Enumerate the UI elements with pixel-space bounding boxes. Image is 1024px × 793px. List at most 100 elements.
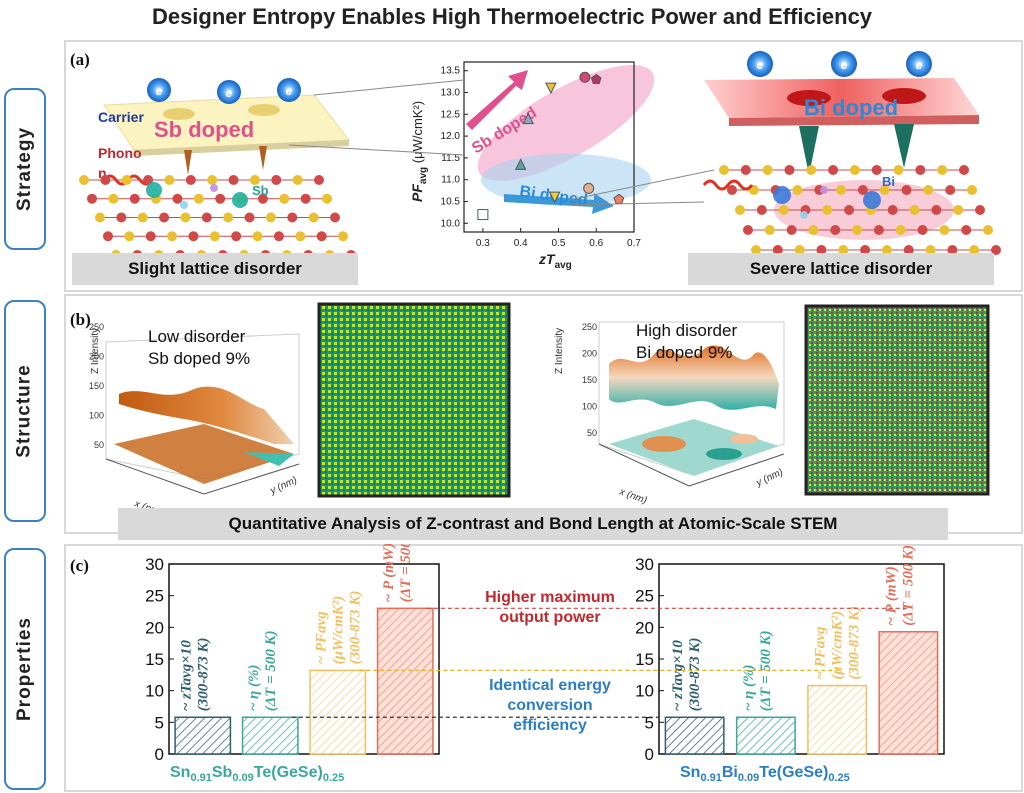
z-tick-label: 50 — [94, 440, 104, 450]
bar-label: ~ P (mW) — [884, 566, 900, 626]
bar-label: ~ zTavg×10 — [179, 640, 195, 712]
y-tick-label: 13.0 — [441, 88, 461, 99]
data-point — [583, 182, 595, 194]
atom — [836, 185, 847, 195]
atom — [164, 175, 175, 185]
y-tick-label: 10 — [635, 682, 654, 701]
atom — [772, 245, 783, 255]
data-point — [477, 209, 489, 221]
svg-text:e: e — [757, 58, 764, 72]
dopant-atom — [863, 191, 881, 209]
atom — [121, 175, 132, 185]
panel-a — [64, 40, 1023, 292]
higher-power-note: Higher maximum output power — [485, 589, 615, 626]
electron-icon — [217, 80, 241, 104]
phonon-wave-icon — [702, 179, 754, 191]
stem-analysis-banner: Quantitative Analysis of Z-contrast and … — [118, 508, 948, 540]
atom — [849, 165, 860, 175]
atom — [756, 205, 767, 215]
data-point — [548, 191, 561, 204]
atom — [124, 231, 135, 242]
y-tick-label: 5 — [155, 713, 164, 732]
atom — [143, 175, 154, 185]
svg-text:e: e — [841, 58, 848, 72]
scatter-chart: 0.3 0.4 0.5 0.6 0.7 10.0 10.5 11.0 11.5 12.0 12.5 1… — [409, 61, 655, 271]
atom — [215, 193, 226, 204]
svg-text:y (nm): y (nm) — [754, 467, 785, 489]
atom — [925, 245, 936, 255]
atom — [740, 165, 751, 175]
y-tick-label: 20 — [635, 618, 654, 637]
high-disorder-caption: High disorder Bi doped 9% — [636, 321, 738, 362]
atom — [330, 212, 340, 223]
atom — [881, 245, 892, 255]
atom — [188, 231, 199, 242]
atom — [308, 212, 319, 223]
svg-text:y (nm): y (nm) — [268, 475, 299, 497]
x-tick-label: 0.6 — [589, 238, 603, 249]
x-tick-label: 0.4 — [514, 238, 528, 249]
atom — [945, 185, 956, 195]
atom — [116, 212, 127, 223]
atom — [145, 231, 156, 242]
bar — [878, 631, 939, 755]
atom — [879, 185, 890, 195]
bar-label: ~ PFavg — [812, 626, 828, 680]
y-tick-label: 15 — [635, 650, 654, 669]
atom — [137, 212, 148, 223]
x-tick-label: 0.3 — [476, 238, 490, 249]
y-tick-label: 10.5 — [441, 196, 461, 207]
y-tick-label: 20 — [145, 618, 164, 637]
bi-arrow-icon — [504, 193, 614, 214]
atom — [287, 212, 298, 223]
atom — [959, 165, 969, 175]
atom — [903, 245, 914, 255]
side-label-structure: Structure — [4, 300, 46, 522]
bar-label: (ΔT = 500 K) — [901, 545, 917, 626]
atom — [784, 165, 795, 175]
svg-text:e: e — [156, 84, 163, 98]
y-axis-label: PFavg (μW/cmK²) — [409, 101, 429, 202]
atom — [751, 245, 761, 255]
bar — [664, 716, 725, 755]
y-tick-label: 12.5 — [441, 109, 461, 120]
phonon-label: Phono — [98, 145, 142, 161]
data-point — [522, 112, 535, 125]
atom — [172, 193, 183, 204]
stem-image-low — [317, 302, 511, 498]
atom — [778, 205, 789, 215]
atom — [991, 245, 1001, 255]
y-tick-label: 13.5 — [441, 66, 461, 77]
y-tick-label: 5 — [645, 713, 654, 732]
atom — [193, 193, 204, 204]
y-tick-label: 11.5 — [441, 153, 460, 164]
atom — [257, 193, 268, 204]
y-tick-label: 25 — [145, 587, 164, 606]
electron-icon — [906, 51, 932, 77]
identical-efficiency-note: Identical energy conversion efficiency — [489, 677, 611, 734]
bar-label: (μW/cmK²) — [829, 611, 845, 680]
atom — [830, 225, 841, 235]
bar-label: (ΔT = 500 K) — [263, 630, 279, 711]
y-tick-label: 10 — [145, 682, 164, 701]
atom — [961, 225, 972, 235]
atom — [129, 193, 140, 204]
y-tick-label: 11.0 — [441, 175, 460, 186]
z-tick-label: 150 — [582, 375, 597, 385]
atom — [983, 225, 993, 235]
dopant-atom — [210, 184, 218, 192]
atom — [792, 185, 803, 195]
svg-text:x (nm): x (nm) — [617, 486, 648, 506]
atom — [939, 225, 950, 235]
atom — [265, 212, 276, 223]
z-tick-label: 250 — [89, 322, 104, 332]
atom — [893, 165, 904, 175]
atom — [185, 175, 196, 185]
page-title: Designer Entropy Enables High Thermoelec… — [151, 4, 873, 29]
atom — [87, 193, 97, 204]
atom — [108, 193, 119, 204]
atom — [794, 245, 805, 255]
atom — [975, 205, 985, 215]
x-tick-label: 0.5 — [551, 238, 565, 249]
x-tick-label: 0.7 — [627, 238, 641, 249]
